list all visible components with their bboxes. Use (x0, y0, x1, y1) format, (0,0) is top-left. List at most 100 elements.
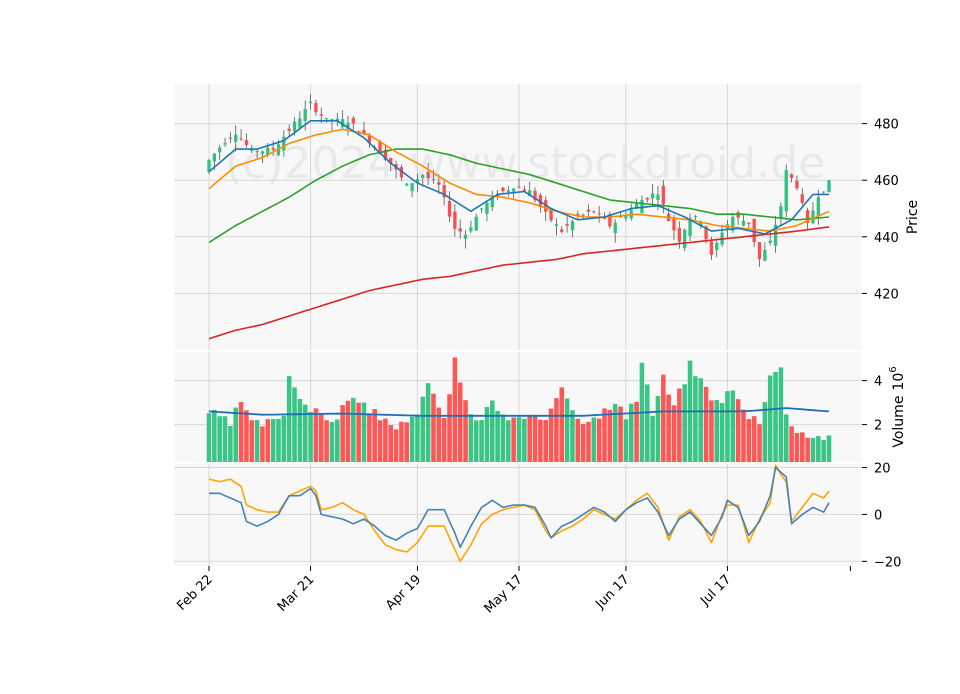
volume-bar-82 (645, 384, 650, 462)
candle-body-12 (271, 148, 275, 150)
candle-body-115 (821, 191, 826, 193)
volume-axis-label-text: Volume (891, 396, 907, 448)
candle-body-102 (752, 218, 756, 243)
candle-body-38 (410, 183, 414, 192)
candle-body-98 (731, 217, 735, 231)
volume-bar-75 (607, 409, 613, 462)
moving-average-slow-line (208, 148, 830, 244)
candle-body-25 (340, 119, 345, 128)
candle-body-66 (560, 229, 564, 232)
candle-body-113 (811, 210, 815, 224)
candle-body-109 (789, 174, 794, 179)
x-tick-label-0: Feb 22 (174, 572, 216, 614)
volume-bar-44 (441, 417, 447, 462)
volume-bar-87 (671, 405, 677, 462)
candle-body-100 (741, 221, 746, 226)
candle-body-34 (389, 157, 393, 164)
volume-bar-72 (591, 417, 597, 462)
price-tick-label-3: 480 (874, 118, 899, 133)
candle-body-65 (554, 224, 559, 227)
volume-bar-88 (677, 388, 682, 462)
candle-body-32 (378, 141, 382, 154)
volume-bar-80 (634, 401, 639, 462)
candle-body-29 (362, 130, 366, 134)
volume-bar-71 (586, 421, 591, 462)
candle-body-27 (351, 118, 355, 124)
candle-body-114 (816, 197, 820, 217)
volume-bar-39 (415, 414, 420, 462)
volume-bar-105 (767, 375, 773, 462)
volume-bar-85 (661, 374, 666, 462)
volume-bar-99 (735, 399, 741, 462)
candle-body-60 (528, 190, 532, 196)
volume-bar-61 (532, 414, 538, 462)
candle-body-15 (287, 128, 291, 131)
candle-body-105 (768, 240, 772, 244)
candle-body-67 (565, 224, 569, 226)
candle-body-74 (602, 216, 607, 219)
candle-body-17 (298, 118, 302, 128)
volume-bar-43 (436, 407, 442, 462)
candle-body-80 (634, 203, 639, 208)
candle-body-99 (736, 212, 740, 218)
volume-bar-64 (548, 408, 554, 462)
volume-bar-17 (297, 399, 303, 462)
candle-body-75 (608, 214, 612, 227)
candle-body-64 (549, 209, 553, 221)
candle-body-106 (773, 224, 778, 246)
volume-bar-0 (206, 413, 212, 462)
candle-body-51 (479, 208, 484, 210)
price-panel-background (174, 84, 862, 350)
volume-bar-41 (425, 383, 431, 462)
candle-body-101 (747, 222, 751, 224)
volume-bar-67 (564, 398, 570, 462)
volume-bar-45 (447, 394, 452, 462)
candle-body-4 (228, 137, 233, 139)
volume-bar-74 (602, 408, 607, 462)
candle-body-78 (624, 216, 628, 219)
volume-bar-108 (783, 414, 789, 462)
volume-bar-32 (377, 420, 383, 462)
candle-body-40 (421, 174, 425, 178)
oscillator-panel-background (174, 464, 862, 566)
volume-bar-116 (826, 435, 832, 462)
candle-body-20 (314, 102, 318, 113)
volume-bar-95 (714, 400, 720, 462)
candle-body-56 (506, 190, 510, 192)
candle-body-88 (677, 228, 682, 242)
volume-bar-10 (260, 426, 265, 462)
volume-bar-97 (725, 391, 730, 462)
volume-bar-96 (719, 403, 725, 462)
volume-bar-94 (709, 400, 714, 462)
candle-body-77 (618, 216, 623, 218)
oscillator-lines (208, 464, 830, 563)
volume-bar-113 (810, 437, 816, 462)
candle-body-107 (779, 206, 783, 218)
volume-bar-31 (372, 409, 377, 462)
candle-body-93 (704, 226, 708, 240)
volume-bar-19 (308, 411, 313, 462)
volume-bar-115 (821, 440, 826, 462)
volume-axis-label: Volume 106 (888, 366, 907, 447)
volume-bar-91 (693, 376, 698, 462)
volume-bar-86 (666, 394, 671, 462)
candle-body-30 (367, 135, 372, 144)
volume-bar-52 (484, 407, 490, 462)
price-tick-label-2: 460 (874, 174, 899, 189)
volume-bar-114 (816, 436, 821, 462)
volume-bar-102 (751, 416, 757, 462)
candle-body-10 (260, 151, 265, 154)
volume-bar-3 (222, 416, 228, 462)
volume-bar-6 (238, 401, 244, 462)
volume-bar-51 (479, 420, 484, 462)
volume-bar-16 (292, 387, 297, 462)
volume-bar-48 (463, 400, 468, 462)
candle-body-6 (239, 138, 243, 140)
candle-body-73 (597, 213, 601, 215)
volume-bar-58 (516, 417, 522, 462)
volume-bar-66 (559, 387, 565, 462)
candle-body-95 (715, 242, 719, 250)
candle-body-83 (650, 193, 655, 199)
volume-bar-34 (388, 425, 393, 462)
